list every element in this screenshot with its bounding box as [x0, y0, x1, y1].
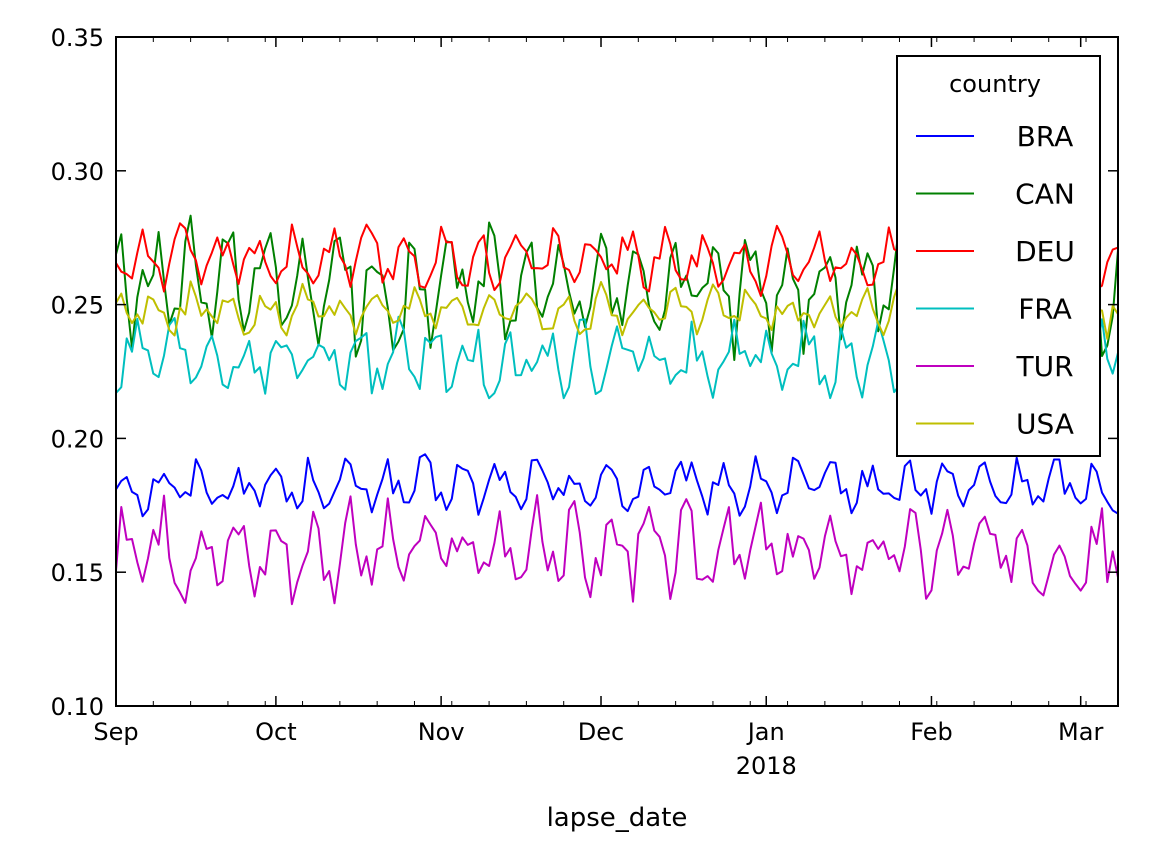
x-tick-label: Dec [578, 718, 624, 746]
y-tick-label: 0.25 [51, 292, 104, 320]
legend-label: USA [1016, 408, 1074, 441]
y-tick-label: 0.30 [51, 158, 104, 186]
plot-frame [115, 36, 1119, 707]
y-tick-label: 0.20 [51, 425, 104, 453]
x-tick-label: Nov [418, 718, 465, 746]
legend-label: CAN [1015, 178, 1075, 211]
legend-items: BRA CAN DEU FRA TUR USA [916, 120, 1075, 441]
x-tick-label: Mar [1058, 718, 1103, 746]
legend: country BRA CAN DEU FRA TUR USA [896, 55, 1101, 457]
y-tick-label: 0.35 [51, 24, 104, 52]
x-tick-label: Sep [93, 718, 138, 746]
y-tick-label: 0.15 [51, 559, 104, 587]
legend-box [896, 55, 1101, 457]
legend-title: country [949, 70, 1041, 98]
x-axis-label: lapse_date [547, 803, 688, 833]
series-line-bra [115, 453, 1119, 518]
series-layer [115, 214, 1119, 606]
x-tick-sublabel: 2018 [736, 752, 797, 780]
x-tick-label: Feb [910, 718, 953, 746]
x-axis: Sep Oct Nov Dec Jan 2018 Feb Mar [93, 37, 1103, 780]
y-axis: 0.10 0.15 0.20 0.25 0.30 0.35 [51, 24, 1118, 721]
legend-label: DEU [1015, 235, 1075, 268]
legend-label: FRA [1018, 293, 1072, 326]
legend-label: TUR [1015, 350, 1073, 383]
series-line-tur [115, 494, 1119, 606]
legend-label: BRA [1017, 120, 1074, 153]
x-tick-label: Jan [746, 718, 785, 746]
y-tick-label: 0.10 [51, 693, 104, 721]
x-tick-label: Oct [255, 718, 297, 746]
